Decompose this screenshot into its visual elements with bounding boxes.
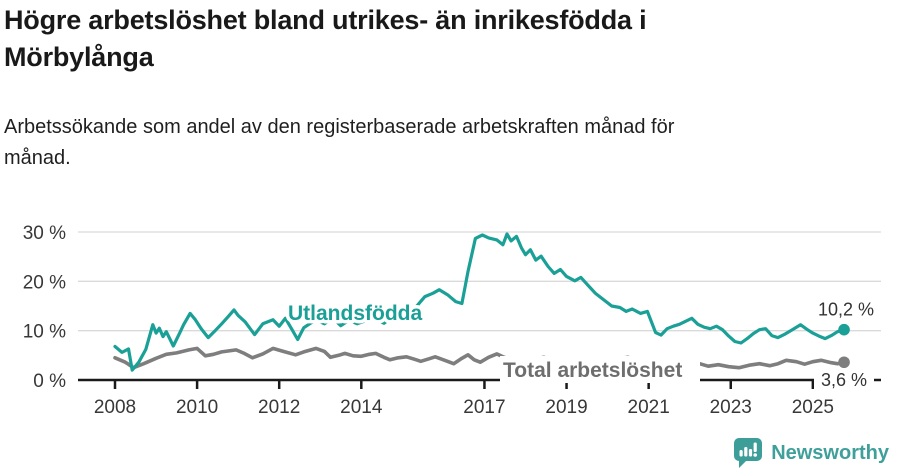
series-label-total-arbetsloshet: Total arbetslöshet [503, 359, 682, 382]
series-label-utlandsfodda: Utlandsfödda [288, 302, 422, 325]
end-dot-utlandsfodda [838, 323, 850, 336]
title-line-1: Högre arbetslöshet bland utrikes- än inr… [4, 5, 647, 35]
end-value-mask [814, 370, 874, 390]
x-tick-label: 2021 [628, 397, 670, 418]
page-title: Högre arbetslöshet bland utrikes- än inr… [4, 2, 864, 76]
y-tick-label: 10 % [23, 322, 66, 343]
x-tick-label: 2012 [258, 397, 300, 418]
chart-subtitle: Arbetssökande som andel av den registerb… [4, 112, 864, 174]
bar-2 [744, 447, 748, 457]
y-tick-label: 20 % [23, 272, 66, 293]
exclamation-dot [753, 453, 758, 457]
x-tick-label: 2023 [710, 397, 752, 418]
subtitle-line-2: månad. [4, 147, 71, 169]
x-tick-label: 2014 [340, 397, 383, 418]
y-tick-label: 30 % [23, 223, 66, 244]
x-tick-label: 2025 [792, 397, 834, 418]
x-tick-label: 2017 [463, 397, 505, 418]
end-dot-total [838, 356, 850, 369]
line-chart: 0 % 10 % 20 % 30 % 2008 2010 2012 2014 2017 2019 2… [23, 223, 881, 418]
line-total-arbetsloshet [113, 346, 846, 370]
line-utlandsfodda [113, 232, 846, 372]
brand-name: Newsworthy [771, 441, 889, 464]
newsworthy-logo-icon [734, 438, 763, 468]
end-value-total: 3,6 % [821, 370, 867, 390]
title-line-2: Mörbylånga [4, 42, 154, 72]
end-value-utlandsfodda: 10,2 % [818, 300, 874, 320]
label-mask [500, 356, 700, 383]
subtitle-line-1: Arbetssökande som andel av den registerb… [4, 116, 675, 138]
x-tick-label: 2010 [176, 397, 218, 418]
y-tick-label: 0 % [33, 371, 66, 392]
bar-1 [739, 450, 743, 457]
bar-3 [749, 449, 753, 457]
x-tick-label: 2008 [94, 397, 136, 418]
x-tick-label: 2019 [545, 397, 587, 418]
speech-bubble-shape [734, 438, 763, 468]
footer-logo: Newsworthy [734, 438, 889, 468]
exclamation-stem [753, 442, 757, 452]
